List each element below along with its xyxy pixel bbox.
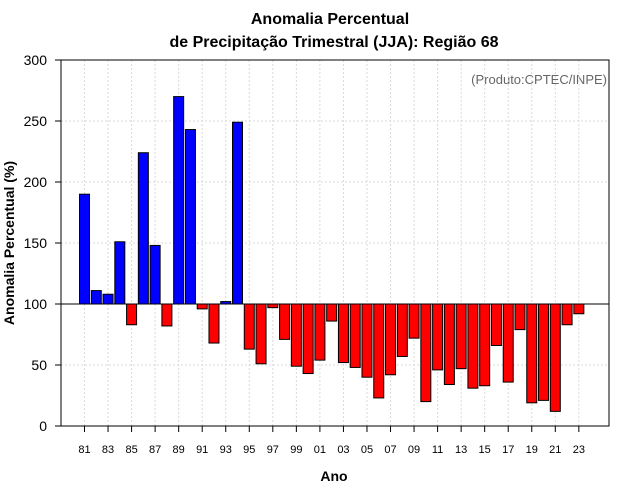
x-tick-label: 89 [173, 444, 185, 456]
x-tick-label: 23 [573, 444, 585, 456]
bar-89 [173, 96, 185, 305]
chart-title-line1: Anomalia Percentual [251, 11, 409, 28]
bar-19 [526, 303, 538, 404]
x-tick-label: 03 [337, 444, 349, 456]
x-tick-label: 99 [290, 444, 302, 456]
bar-08 [396, 303, 408, 357]
x-tick-label: 97 [267, 444, 279, 456]
bar-86 [137, 152, 149, 305]
bar-16 [490, 303, 502, 346]
bar-96 [255, 303, 267, 365]
bar-91 [196, 303, 208, 310]
bar-20 [538, 303, 550, 401]
y-tick-label: 50 [31, 357, 47, 373]
bar-97 [267, 303, 279, 309]
x-tick-label: 21 [549, 444, 561, 456]
bar-98 [279, 303, 291, 340]
bar-14 [467, 303, 479, 389]
x-tick-label: 05 [361, 444, 373, 456]
y-axis-label: Anomalia Percentual (%) [1, 161, 17, 325]
bar-99 [290, 303, 302, 367]
x-tick-label: 83 [102, 444, 114, 456]
y-axis: 0 50 100 150 200 250 300 [24, 52, 61, 434]
x-tick-label: 19 [526, 444, 538, 456]
bar-07 [385, 303, 397, 376]
x-tick-label: 93 [220, 444, 232, 456]
bar-04 [349, 303, 361, 368]
y-tick-label: 150 [24, 235, 48, 251]
bar-87 [149, 244, 161, 305]
bar-88 [161, 303, 173, 327]
bar-01 [314, 303, 326, 361]
x-tick-label: 07 [384, 444, 396, 456]
x-tick-label: 87 [149, 444, 161, 456]
bar-83 [102, 293, 114, 305]
y-tick-label: 0 [39, 418, 47, 434]
bar-13 [455, 303, 467, 370]
bar-15 [479, 303, 491, 387]
bar-10 [420, 303, 432, 403]
bar-02 [326, 303, 338, 322]
bar-layer [79, 96, 585, 412]
y-tick-label: 100 [24, 296, 48, 312]
bar-85 [126, 303, 138, 326]
x-tick-label: 09 [408, 444, 420, 456]
bar-17 [502, 303, 514, 383]
y-tick-label: 200 [24, 174, 48, 190]
x-tick-label: 17 [502, 444, 514, 456]
bar-94 [232, 121, 244, 305]
bar-90 [184, 129, 196, 305]
bar-92 [208, 303, 220, 344]
y-tick-label: 300 [24, 52, 48, 68]
bar-03 [337, 303, 349, 364]
x-tick-label: 11 [432, 444, 443, 456]
y-tick-label: 250 [24, 113, 48, 129]
bar-06 [373, 303, 385, 399]
bar-05 [361, 303, 373, 378]
credit-text: (Produto:CPTEC/INPE) [471, 72, 607, 87]
x-tick-label: 95 [243, 444, 255, 456]
bar-23 [573, 303, 585, 315]
x-axis-label: Ano [320, 468, 347, 484]
bar-11 [432, 303, 444, 371]
x-tick-label: 13 [455, 444, 467, 456]
x-tick-label: 91 [196, 444, 208, 456]
bar-00 [302, 303, 314, 375]
bar-22 [561, 303, 573, 326]
chart-title-line2: de Precipitação Trimestral (JJA): Região… [169, 34, 498, 51]
x-axis: 81 83 85 87 89 91 93 95 97 99 01 03 05 07 09 11 13 15 17 19… [78, 426, 585, 456]
bar-21 [549, 303, 561, 412]
bar-82 [90, 290, 102, 305]
bar-84 [114, 241, 126, 305]
bar-95 [243, 303, 255, 350]
bar-09 [408, 303, 420, 339]
bar-81 [79, 193, 90, 305]
x-tick-label: 85 [125, 444, 137, 456]
x-tick-label: 81 [78, 444, 90, 456]
x-tick-label: 15 [479, 444, 491, 456]
bar-18 [514, 303, 526, 331]
x-tick-label: 01 [314, 444, 326, 456]
bar-12 [443, 303, 455, 386]
